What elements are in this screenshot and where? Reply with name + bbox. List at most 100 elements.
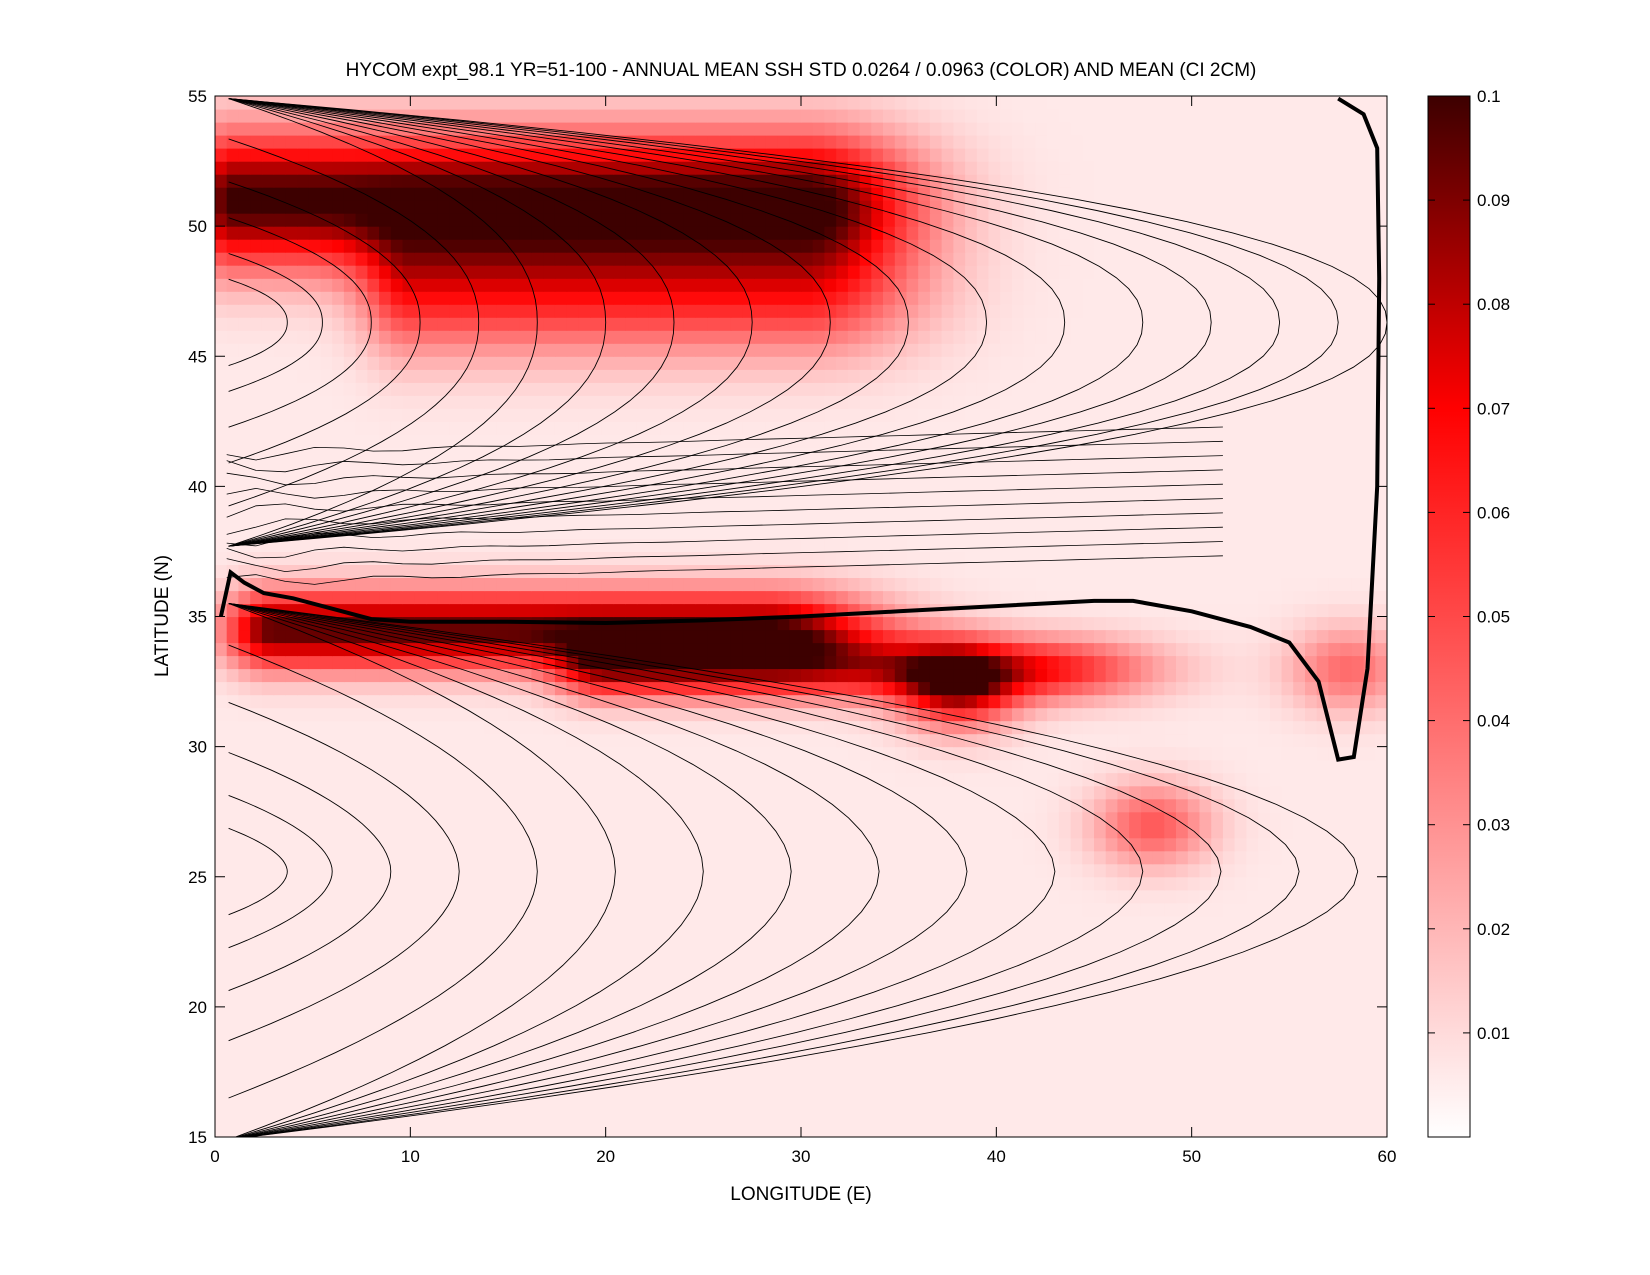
heatmap-cell-4393 <box>1305 564 1318 578</box>
heatmap-cell-1511 <box>343 928 357 943</box>
heatmap-cell-3401 <box>226 681 239 696</box>
heatmap-cell-1406 <box>285 941 298 956</box>
heatmap-cell-2562 <box>941 798 954 813</box>
heatmap-cell-3519 <box>437 668 450 683</box>
heatmap-cell-1801 <box>226 889 239 904</box>
heatmap-cell-540 <box>683 1058 697 1073</box>
heatmap-cell-1856 <box>871 889 884 904</box>
heatmap-cell-3659 <box>906 655 919 670</box>
heatmap-cell-4325 <box>508 564 521 578</box>
heatmap-cell-1963 <box>953 876 966 891</box>
heatmap-cell-3568 <box>1012 668 1025 683</box>
heatmap-cell-1558 <box>894 928 908 943</box>
heatmap-cell-2313 <box>367 824 380 839</box>
heatmap-cell-775 <box>1094 1032 1107 1047</box>
heatmap-cell-3744 <box>730 642 743 657</box>
heatmap-cell-1215 <box>390 967 404 982</box>
heatmap-cell-4331 <box>578 564 591 578</box>
heatmap-cell-2534 <box>613 798 626 813</box>
heatmap-cell-3694 <box>1316 655 1329 670</box>
heatmap-cell-686 <box>1222 1045 1236 1060</box>
heatmap-cell-3697 <box>1351 655 1365 670</box>
heatmap-cell-786 <box>1222 1032 1236 1047</box>
heatmap-cell-894 <box>1316 1019 1329 1034</box>
heatmap-cell-4619 <box>437 525 450 539</box>
heatmap-cell-3037 <box>648 733 661 748</box>
heatmap-cell-3842 <box>707 629 720 644</box>
heatmap-cell-351 <box>812 1085 825 1099</box>
heatmap-cell-4428 <box>543 551 556 565</box>
heatmap-cell-148 <box>777 1111 790 1125</box>
heatmap-cell-394 <box>1316 1085 1329 1099</box>
heatmap-cell-582 <box>1176 1058 1189 1073</box>
heatmap-cell-3055 <box>859 733 872 748</box>
heatmap-cell-4534 <box>613 538 626 552</box>
heatmap-cell-1311 <box>343 954 357 969</box>
heatmap-cell-3182 <box>1176 720 1189 735</box>
heatmap-cell-4886 <box>1222 499 1236 513</box>
heatmap-cell-4356 <box>871 564 884 578</box>
heatmap-cell-3834 <box>613 629 626 644</box>
heatmap-cell-464 <box>965 1071 978 1086</box>
heatmap-cell-3980 <box>1152 616 1165 631</box>
heatmap-cell-1982 <box>1176 876 1189 891</box>
heatmap-cell-4576 <box>1105 538 1118 552</box>
heatmap-cell-1046 <box>754 993 767 1008</box>
heatmap-cell-3888 <box>1246 629 1259 644</box>
heatmap-cell-2424 <box>496 811 509 826</box>
heatmap-cell-4966 <box>988 486 1001 500</box>
heatmap-cell-3903 <box>250 616 263 631</box>
heatmap-cell-236 <box>636 1098 650 1112</box>
heatmap-cell-3114 <box>379 720 392 735</box>
heatmap-cell-1593 <box>1305 928 1318 943</box>
heatmap-cell-488 <box>1246 1071 1259 1086</box>
heatmap-cell-3829 <box>554 629 568 644</box>
heatmap-cell-268 <box>1012 1098 1025 1112</box>
heatmap-cell-4204 <box>261 577 275 592</box>
heatmap-cell-3087 <box>1234 733 1247 748</box>
heatmap-cell-3400 <box>215 681 228 696</box>
heatmap-cell-3081 <box>1164 733 1177 748</box>
heatmap-cell-2181 <box>1164 850 1177 865</box>
heatmap-cell-2928 <box>543 746 556 761</box>
heatmap-cell-1857 <box>883 889 896 904</box>
heatmap-cell-2883 <box>1187 759 1201 774</box>
heatmap-cell-2179 <box>1140 850 1154 865</box>
heatmap-cell-3159 <box>906 720 919 735</box>
heatmap-cell-408 <box>308 1071 322 1086</box>
heatmap-cell-2624 <box>496 785 509 800</box>
heatmap-cell-843 <box>719 1019 732 1034</box>
heatmap-cell-1015 <box>390 993 404 1008</box>
heatmap-cell-810 <box>332 1019 345 1034</box>
heatmap-cell-3135 <box>625 720 638 735</box>
heatmap-cell-2631 <box>578 785 591 800</box>
heatmap-cell-4562 <box>941 538 954 552</box>
heatmap-cell-1541 <box>695 928 708 943</box>
heatmap-cell-1674 <box>1082 915 1095 930</box>
heatmap-cell-2930 <box>566 746 579 761</box>
heatmap-cell-201 <box>226 1098 239 1112</box>
heatmap-cell-1746 <box>754 902 767 917</box>
heatmap-cell-1174 <box>1082 980 1095 995</box>
heatmap-cell-1819 <box>437 889 450 904</box>
heatmap-cell-4182 <box>1176 590 1189 605</box>
heatmap-cell-4759 <box>906 512 919 526</box>
heatmap-cell-2413 <box>367 811 380 826</box>
heatmap-cell-4460 <box>918 551 931 565</box>
heatmap-cell-4120 <box>449 590 462 605</box>
heatmap-cell-38 <box>660 1124 673 1137</box>
heatmap-cell-3035 <box>625 733 638 748</box>
heatmap-cell-2401 <box>226 811 239 826</box>
heatmap-cell-4570 <box>1035 538 1048 552</box>
heatmap-cell-101 <box>226 1111 239 1125</box>
heatmap-cell-1957 <box>883 876 896 891</box>
heatmap-cell-243 <box>719 1098 732 1112</box>
heatmap-cell-2058 <box>894 863 908 878</box>
heatmap-cell-2842 <box>707 759 720 774</box>
heatmap-cell-3073 <box>1070 733 1083 748</box>
heatmap-cell-399 <box>1375 1085 1387 1099</box>
heatmap-cell-3776 <box>1105 642 1118 657</box>
heatmap-cell-2130 <box>566 850 579 865</box>
heatmap-cell-1699 <box>1375 915 1387 930</box>
heatmap-cell-407 <box>297 1071 310 1086</box>
